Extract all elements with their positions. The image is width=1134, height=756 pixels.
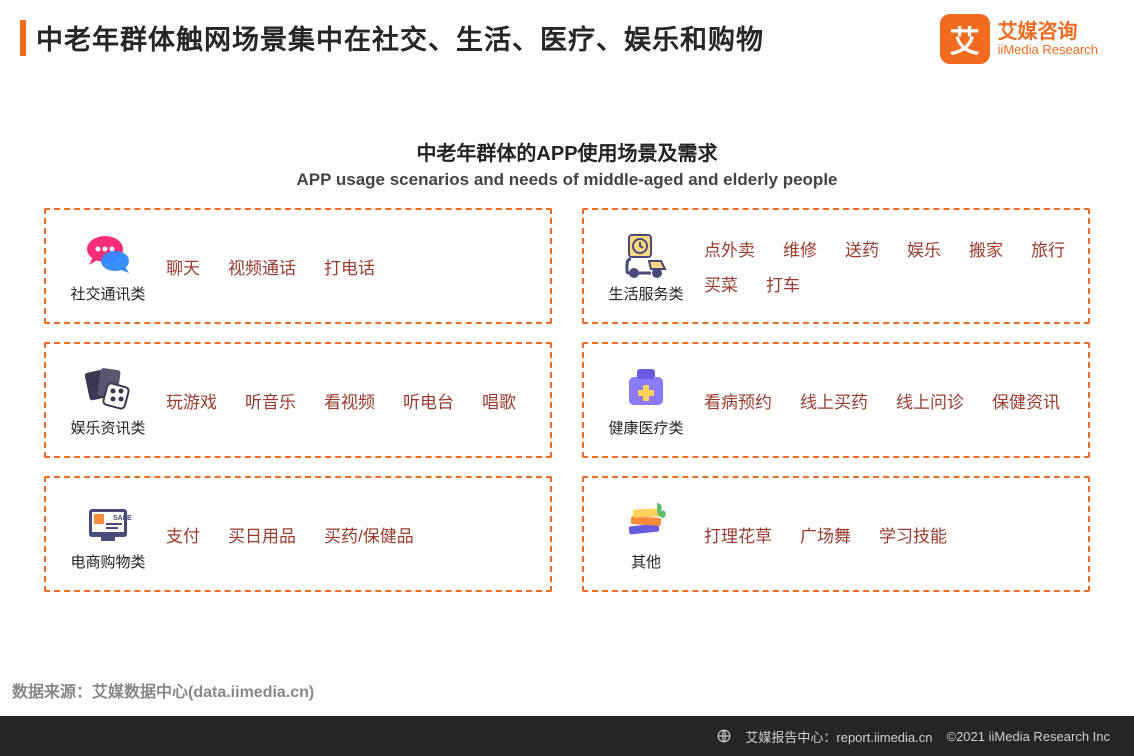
- card-items: 支付 买日用品 买药/保健品: [156, 522, 536, 547]
- category-card: 娱乐资讯类玩游戏 听音乐 看视频 听电台 唱歌: [44, 342, 552, 458]
- card-items: 点外卖 维修 送药 娱乐 搬家 旅行买菜 打车: [694, 236, 1074, 296]
- delivery-icon: [621, 229, 671, 279]
- card-left: 其他: [598, 497, 694, 572]
- card-item: 旅行: [1031, 236, 1065, 261]
- card-label: 生活服务类: [598, 283, 694, 304]
- card-left: 健康医疗类: [598, 363, 694, 438]
- card-item: 唱歌: [482, 388, 516, 413]
- card-label: 社交通讯类: [60, 283, 156, 304]
- card-item: 点外卖: [704, 236, 755, 261]
- brand-logo: 艾 艾媒咨询 iiMedia Research: [940, 14, 1098, 64]
- logo-text-en: iiMedia Research: [998, 43, 1098, 57]
- book-icon: [621, 497, 671, 547]
- card-left: 娱乐资讯类: [60, 363, 156, 438]
- card-left: 生活服务类: [598, 229, 694, 304]
- card-item: 打车: [766, 271, 800, 296]
- svg-text:SALE: SALE: [113, 515, 132, 522]
- card-item: 广场舞: [800, 522, 851, 547]
- data-source: 数据来源：艾媒数据中心(data.iimedia.cn): [12, 678, 314, 702]
- game-icon: [83, 363, 133, 413]
- footer-bar: 艾媒报告中心：report.iimedia.cn ©2021 iiMedia R…: [0, 716, 1134, 756]
- card-item: 维修: [783, 236, 817, 261]
- page-title: 中老年群体触网场景集中在社交、生活、医疗、娱乐和购物: [36, 18, 764, 57]
- card-item: 线上买药: [800, 388, 868, 413]
- accent-bar: [20, 20, 26, 56]
- card-item: 送药: [845, 236, 879, 261]
- category-card: SALE 电商购物类支付 买日用品 买药/保健品: [44, 476, 552, 592]
- card-left: 社交通讯类: [60, 229, 156, 304]
- card-item: 视频通话: [228, 254, 296, 279]
- subtitle-en: APP usage scenarios and needs of middle-…: [0, 170, 1134, 190]
- card-item: 娱乐: [907, 236, 941, 261]
- card-left: SALE 电商购物类: [60, 497, 156, 572]
- category-card: 社交通讯类聊天 视频通话 打电话: [44, 208, 552, 324]
- card-item: 玩游戏: [166, 388, 217, 413]
- card-label: 其他: [598, 551, 694, 572]
- card-items: 玩游戏 听音乐 看视频 听电台 唱歌: [156, 388, 536, 413]
- footer-copyright: ©2021 iiMedia Research Inc: [947, 729, 1111, 744]
- card-item: 打理花草: [704, 522, 772, 547]
- category-grid: 社交通讯类聊天 视频通话 打电话生活服务类 点外卖 维修 送药 娱乐 搬家 旅行买菜 打车娱乐资讯…: [0, 190, 1134, 592]
- card-item: 听电台: [403, 388, 454, 413]
- card-item: 聊天: [166, 254, 200, 279]
- card-label: 电商购物类: [60, 551, 156, 572]
- logo-text-cn: 艾媒咨询: [998, 21, 1098, 43]
- card-item: 看视频: [324, 388, 375, 413]
- card-item: 线上问诊: [896, 388, 964, 413]
- card-item: 买菜: [704, 271, 738, 296]
- card-items: 打理花草 广场舞 学习技能: [694, 522, 1074, 547]
- card-item: 买药/保健品: [324, 522, 414, 547]
- category-card: 其他打理花草 广场舞 学习技能: [582, 476, 1090, 592]
- card-label: 娱乐资讯类: [60, 417, 156, 438]
- card-item: 支付: [166, 522, 200, 547]
- logo-mark-icon: 艾: [940, 14, 990, 64]
- subtitle-cn: 中老年群体的APP使用场景及需求: [0, 137, 1134, 166]
- card-item: 学习技能: [879, 522, 947, 547]
- card-items: 看病预约 线上买药 线上问诊 保健资讯: [694, 388, 1074, 413]
- card-item: 打电话: [324, 254, 375, 279]
- category-card: 健康医疗类看病预约 线上买药 线上问诊 保健资讯: [582, 342, 1090, 458]
- card-label: 健康医疗类: [598, 417, 694, 438]
- card-item: 搬家: [969, 236, 1003, 261]
- chat-icon: [83, 229, 133, 279]
- footer-center: 艾媒报告中心：report.iimedia.cn: [745, 727, 932, 746]
- card-item: 看病预约: [704, 388, 772, 413]
- card-item: 买日用品: [228, 522, 296, 547]
- category-card: 生活服务类 点外卖 维修 送药 娱乐 搬家 旅行买菜 打车: [582, 208, 1090, 324]
- card-item: 保健资讯: [992, 388, 1060, 413]
- globe-icon: [717, 729, 731, 743]
- subtitle-block: 中老年群体的APP使用场景及需求 APP usage scenarios and…: [0, 137, 1134, 190]
- card-items: 聊天 视频通话 打电话: [156, 254, 536, 279]
- card-item: 听音乐: [245, 388, 296, 413]
- health-icon: [621, 363, 671, 413]
- shop-icon: SALE: [83, 497, 133, 547]
